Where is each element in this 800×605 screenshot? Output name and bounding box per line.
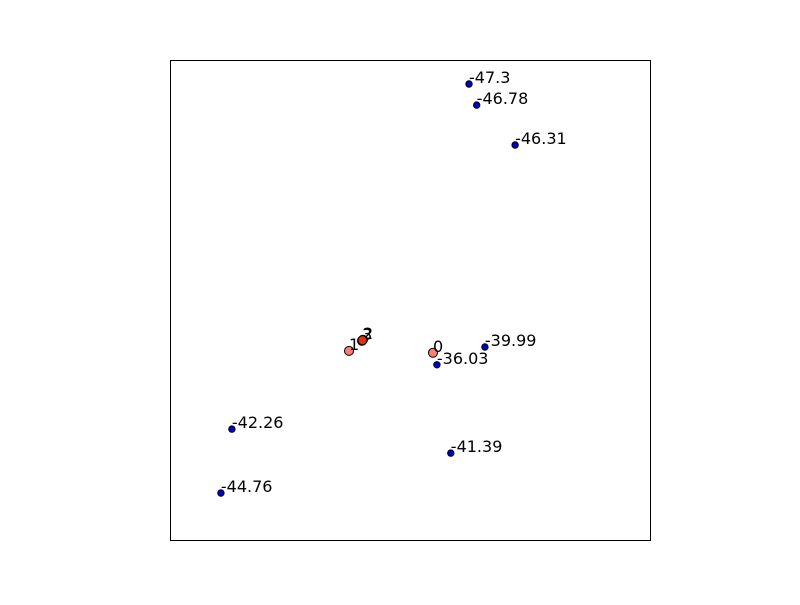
blue-points-point-6 <box>447 449 455 457</box>
blue-points-label-4: -36.03 <box>437 349 489 368</box>
salmon-points-label-0: 1 <box>349 335 359 354</box>
blue-points-label-2: -46.31 <box>515 129 567 148</box>
blue-points-label-1: -46.78 <box>477 89 529 108</box>
blue-points-point-2 <box>511 141 519 149</box>
salmon-points-point-0 <box>344 345 354 356</box>
salmon-points-label-1: 3 <box>362 325 372 344</box>
blue-points-label-7: -44.76 <box>221 477 273 496</box>
red-point-point-0 <box>357 335 368 346</box>
salmon-points-label-3: 0 <box>433 337 443 356</box>
blue-points-label-6: -41.39 <box>451 437 503 456</box>
plot-area-frame <box>170 60 651 541</box>
blue-points-point-5 <box>228 425 236 433</box>
data-marks: -47.3 -46.78 -46.31 -39.99-36.03 -42.26 -41.3… <box>217 68 567 497</box>
blue-points-point-7 <box>217 489 225 497</box>
blue-points-label-3: -39.99 <box>485 331 537 350</box>
blue-points-label-0: -47.3 <box>469 68 510 87</box>
blue-points-point-0 <box>465 80 473 88</box>
salmon-points-label-2: 2 <box>363 324 373 343</box>
blue-points-point-1 <box>473 101 481 109</box>
blue-points-label-5: -42.26 <box>232 413 284 432</box>
blue-points-point-4 <box>433 361 441 369</box>
blue-points-point-3 <box>481 343 489 351</box>
salmon-points-point-3 <box>428 347 438 358</box>
